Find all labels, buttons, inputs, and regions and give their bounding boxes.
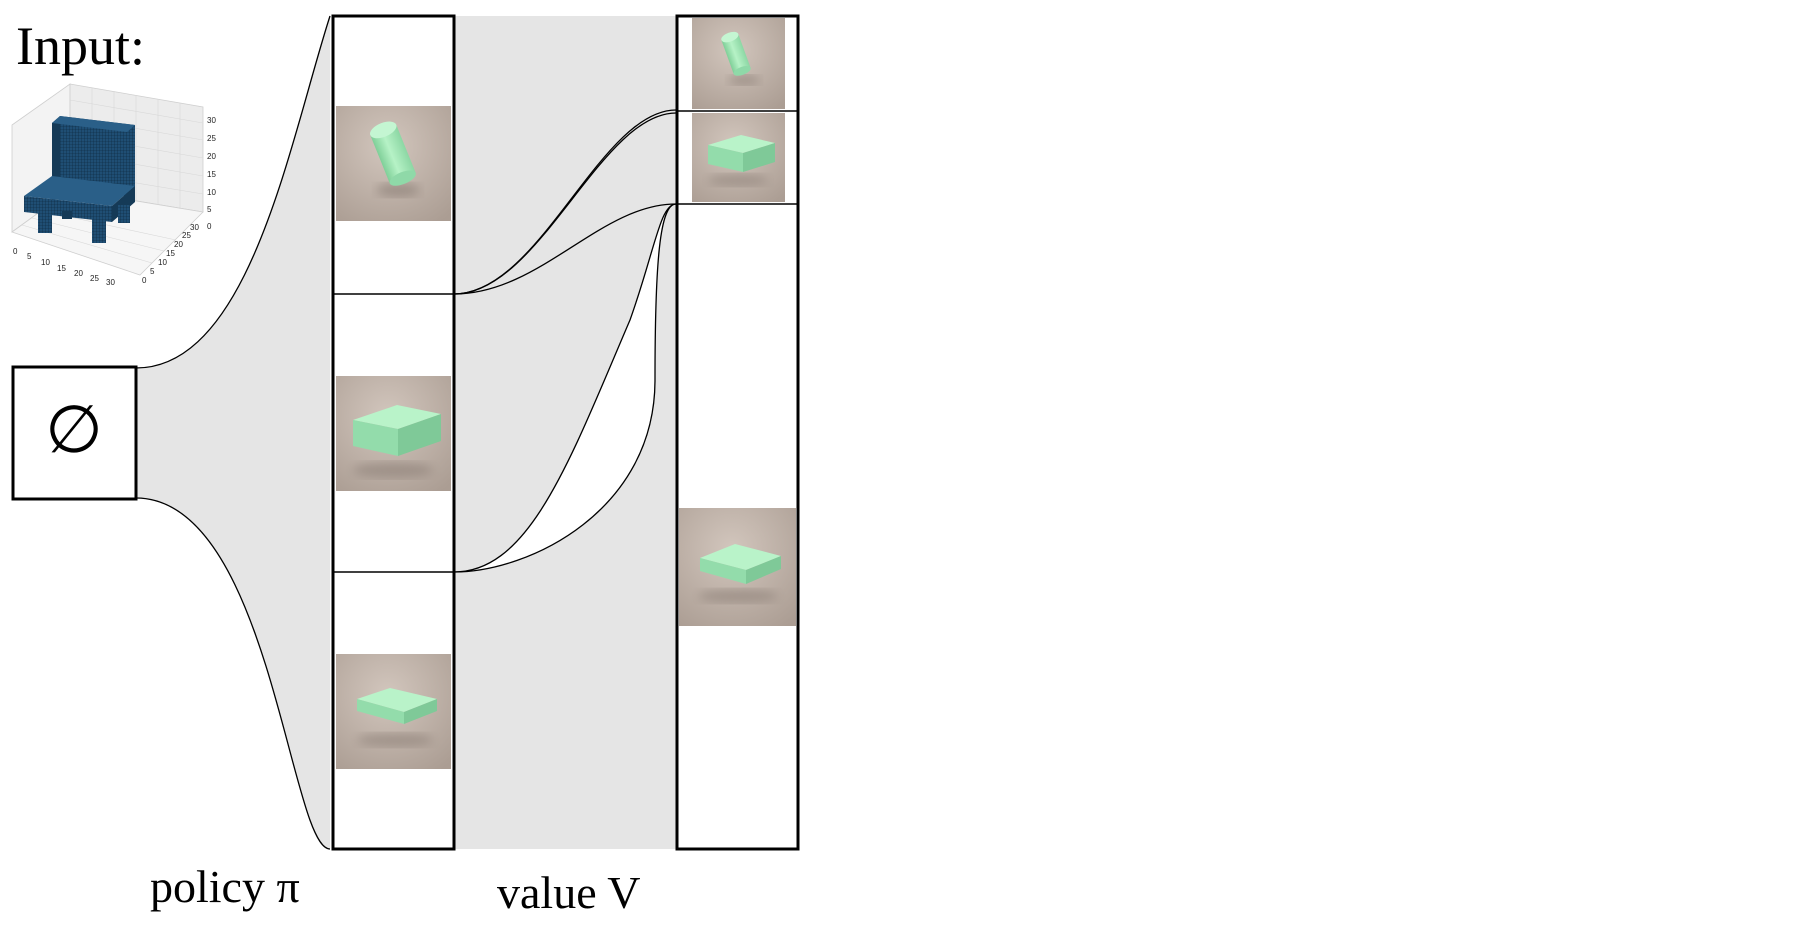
policy-bottom-curve	[135, 497, 331, 850]
x-tick-30: 30	[106, 278, 115, 287]
z-tick-20: 20	[207, 152, 216, 161]
policy-flow-region	[136, 16, 330, 849]
z-tick-15: 15	[207, 170, 216, 179]
value-cylinder-render	[692, 18, 785, 109]
root-state-box	[11, 365, 138, 501]
z-tick-5: 5	[207, 205, 212, 214]
x-tick-0: 0	[13, 247, 18, 256]
voxel-chair-plot: 30 25 20 15 10 5 0 0 5 10 15 20 25 30 0 …	[11, 83, 216, 287]
z-tick-30: 30	[207, 116, 216, 125]
z-tick-0: 0	[207, 222, 212, 231]
y-tick-10: 10	[158, 258, 167, 267]
input-label: Input:	[16, 16, 145, 76]
value-label: value V	[497, 867, 641, 918]
value-curve-e	[453, 203, 677, 573]
y-tick-5: 5	[150, 267, 155, 276]
value-curve-d	[453, 203, 677, 573]
x-tick-15: 15	[57, 264, 66, 273]
empty-set-symbol: ∅	[45, 394, 103, 467]
z-tick-10: 10	[207, 188, 216, 197]
y-tick-15: 15	[166, 249, 175, 258]
value-curve-b	[453, 112, 677, 295]
y-tick-0: 0	[142, 276, 147, 285]
value-box-render	[692, 113, 785, 202]
value-column	[675, 14, 800, 851]
policy-label: policy π	[150, 861, 300, 912]
y-tick-20: 20	[174, 240, 183, 249]
x-tick-25: 25	[90, 274, 99, 283]
value-curve-c	[453, 203, 677, 295]
policy-column	[331, 14, 456, 851]
z-tick-25: 25	[207, 134, 216, 143]
policy-slab-render	[336, 654, 451, 769]
policy-cylinder-render	[336, 106, 451, 221]
y-tick-30: 30	[190, 223, 199, 232]
x-tick-5: 5	[27, 252, 32, 261]
flow-gap	[454, 204, 676, 572]
flow-curves	[135, 15, 677, 850]
y-tick-25: 25	[182, 231, 191, 240]
policy-top-curve	[135, 15, 331, 369]
value-slab-render	[679, 508, 796, 626]
x-tick-20: 20	[74, 269, 83, 278]
policy-box-render	[336, 376, 451, 491]
x-tick-10: 10	[41, 258, 50, 267]
